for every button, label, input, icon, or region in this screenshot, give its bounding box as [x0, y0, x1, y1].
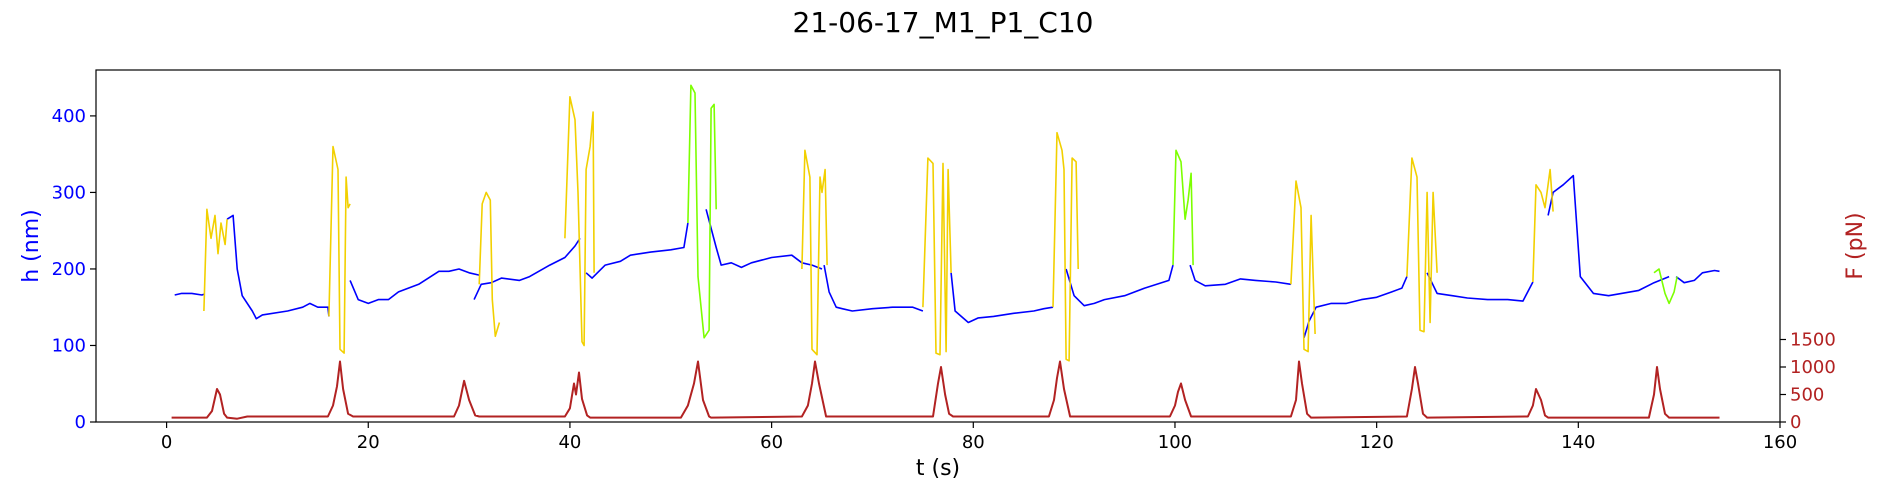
y-left-tick-label: 100: [52, 335, 86, 356]
series-height_green-segment-1: [1172, 149, 1194, 266]
series-height_yellow-segment-1: [328, 145, 351, 354]
x-axis-title: t (s): [916, 456, 960, 481]
series-height_yellow-segment-3: [564, 96, 595, 347]
series-height_yellow-segment-8: [1406, 157, 1438, 333]
y-axis-left: 0 100 200 300 400: [52, 106, 96, 433]
x-tick-label: 140: [1561, 432, 1595, 453]
series-height_base-segment-5: [705, 209, 823, 270]
series-height_base-segment-9: [1189, 264, 1292, 287]
y-left-tick-label: 0: [75, 412, 86, 433]
series-height_yellow-segment-4: [801, 149, 828, 356]
series-height_base-segment-6: [823, 264, 924, 312]
x-tick-label: 40: [558, 432, 581, 453]
x-tick-label: 160: [1763, 432, 1797, 453]
x-tick-label: 120: [1359, 432, 1393, 453]
series-height_base-segment-13: [1675, 269, 1720, 284]
series-height_base-segment-2: [349, 268, 480, 305]
series-height_base-segment-3: [473, 237, 581, 300]
series-force-segment-0: [171, 360, 1720, 420]
series-height_green-segment-2: [1653, 268, 1678, 305]
x-tick-label: 20: [357, 432, 380, 453]
y-right-tick-label: 500: [1790, 385, 1824, 406]
y-left-tick-label: 300: [52, 182, 86, 203]
series-height_base-segment-7: [950, 272, 1054, 324]
series-height_base-segment-1: [226, 214, 330, 320]
series-height_base-segment-10: [1303, 276, 1408, 339]
series-height_yellow-segment-5: [922, 157, 952, 356]
chart-title: 21-06-17_M1_P1_C10: [793, 6, 1094, 39]
y-left-tick-label: 200: [52, 259, 86, 280]
x-tick-label: 80: [962, 432, 985, 453]
x-tick-label: 60: [760, 432, 783, 453]
series-height_base-segment-0: [174, 292, 205, 296]
series-height_yellow-segment-2: [478, 191, 501, 338]
y-axis-left-title: h (nm): [19, 209, 44, 282]
series-height_base-segment-8: [1065, 264, 1174, 307]
series-height_yellow-segment-0: [203, 208, 228, 312]
y-axis-right: 0 500 1000 1500: [1780, 330, 1836, 433]
y-right-tick-label: 1000: [1790, 357, 1836, 378]
series-height_base-segment-4: [585, 222, 689, 279]
series-height_base-segment-11: [1426, 272, 1534, 302]
y-left-tick-label: 400: [52, 106, 86, 127]
plot-lines: [171, 84, 1720, 420]
x-tick-label: 100: [1158, 432, 1192, 453]
plot-frame: [95, 69, 1781, 423]
y-right-tick-label: 0: [1790, 412, 1801, 433]
x-tick-label: 0: [161, 432, 172, 453]
series-height_yellow-segment-9: [1532, 168, 1554, 283]
series-height_base-segment-12: [1547, 174, 1670, 297]
series-height_green-segment-0: [687, 84, 717, 339]
y-axis-right-title: F (pN): [1843, 212, 1868, 279]
x-axis: 0 20 40 60 80 100 120 140 160: [161, 422, 1797, 453]
series-height_yellow-segment-6: [1052, 131, 1079, 362]
y-right-tick-label: 1500: [1790, 330, 1836, 351]
series-height_yellow-segment-7: [1290, 180, 1316, 353]
